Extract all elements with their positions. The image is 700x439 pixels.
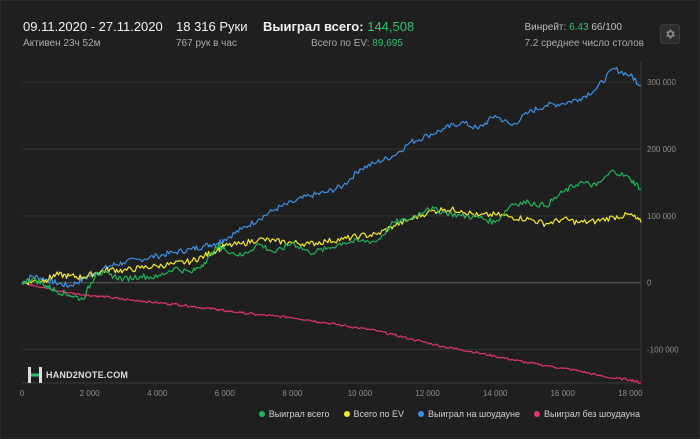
logo-text: HAND2NOTE.COM bbox=[46, 370, 129, 380]
legend-item-ev-total[interactable]: Всего по EV bbox=[343, 409, 405, 419]
x-axis-labels: 0 2 000 4 000 6 000 8 000 10 000 12 000 14 000 1… bbox=[20, 389, 643, 398]
x-tick-label: 12 000 bbox=[415, 389, 440, 398]
legend-label: Всего по EV bbox=[353, 409, 405, 419]
winrate-value: 6.43 bbox=[569, 22, 589, 33]
legend-dot bbox=[343, 411, 350, 417]
legend-dot bbox=[258, 411, 265, 417]
hands-count: 18 316 Руки bbox=[176, 19, 248, 34]
legend-dot bbox=[534, 411, 540, 417]
won-total-label: Выиграл всего: bbox=[263, 19, 364, 34]
legend-label: Выиграл на шоудауне bbox=[428, 409, 520, 419]
x-tick-label: 10 000 bbox=[348, 389, 373, 398]
legend-item-non-showdown[interactable]: Выиграл без шоудауна bbox=[534, 409, 640, 419]
legend: Выиграл всего Всего по EV Выиграл на шоу… bbox=[258, 409, 640, 419]
series-line-0 bbox=[21, 169, 642, 301]
winrate: Винрейт: 6.43 66/100 bbox=[524, 22, 644, 33]
x-tick-label: 16 000 bbox=[550, 389, 575, 398]
legend-label: Выиграл без шоудауна bbox=[544, 409, 640, 419]
x-tick-label: 2 000 bbox=[80, 389, 101, 398]
won-block: Выиграл всего: 144,508 Всего по EV: 89,6… bbox=[263, 19, 414, 49]
x-tick-label: 0 bbox=[20, 389, 25, 398]
legend-item-showdown[interactable]: Выиграл на шоудауне bbox=[418, 409, 520, 419]
series-line-2 bbox=[21, 66, 642, 288]
date-range: 09.11.2020 - 27.11.2020 bbox=[23, 19, 163, 34]
hand2note-logo: HAND2NOTE.COM bbox=[28, 367, 128, 383]
hands-block: 18 316 Руки 767 рук в час bbox=[176, 19, 248, 49]
ev-total-label: Всего по EV: bbox=[311, 38, 370, 49]
y-tick-label: -100 000 bbox=[647, 346, 679, 355]
won-total-value: 144,508 bbox=[367, 19, 415, 34]
avg-tables: 7.2 среднее число столов bbox=[524, 38, 644, 49]
y-axis-labels: 300 000 200 000 100 000 0 -100 000 bbox=[647, 78, 679, 355]
winrate-suffix: 66/100 bbox=[591, 22, 622, 33]
gear-icon bbox=[666, 29, 675, 39]
hands-per-hour: 767 рук в час bbox=[176, 38, 237, 49]
x-tick-label: 8 000 bbox=[282, 389, 303, 398]
winrate-block: Винрейт: 6.43 66/100 7.2 среднее число с… bbox=[524, 22, 644, 49]
ev-total: Всего по EV: 89,695 bbox=[263, 38, 414, 49]
y-tick-label: 0 bbox=[647, 279, 652, 288]
x-tick-label: 4 000 bbox=[147, 389, 168, 398]
series-lines bbox=[21, 66, 642, 384]
x-tick-label: 6 000 bbox=[215, 389, 236, 398]
active-time: Активен 23ч 52м bbox=[23, 38, 101, 49]
winrate-label: Винрейт: bbox=[524, 22, 567, 33]
h2n-logo-icon bbox=[28, 367, 42, 383]
grid bbox=[22, 62, 642, 384]
x-tick-label: 18 000 bbox=[618, 389, 643, 398]
won-total: Выиграл всего: 144,508 bbox=[263, 19, 414, 34]
ev-total-value: 89,695 bbox=[372, 38, 403, 49]
series-line-3 bbox=[21, 282, 642, 384]
y-tick-label: 200 000 bbox=[647, 145, 676, 154]
legend-label: Выиграл всего bbox=[268, 409, 330, 419]
date-block: 09.11.2020 - 27.11.2020 Активен 23ч 52м bbox=[23, 19, 163, 49]
y-tick-label: 100 000 bbox=[647, 212, 676, 221]
x-tick-label: 14 000 bbox=[483, 389, 508, 398]
legend-dot bbox=[418, 411, 425, 417]
settings-button[interactable] bbox=[660, 24, 680, 44]
y-tick-label: 300 000 bbox=[647, 78, 676, 87]
legend-item-won-total[interactable]: Выиграл всего bbox=[258, 409, 330, 419]
series-line-1 bbox=[21, 206, 642, 286]
